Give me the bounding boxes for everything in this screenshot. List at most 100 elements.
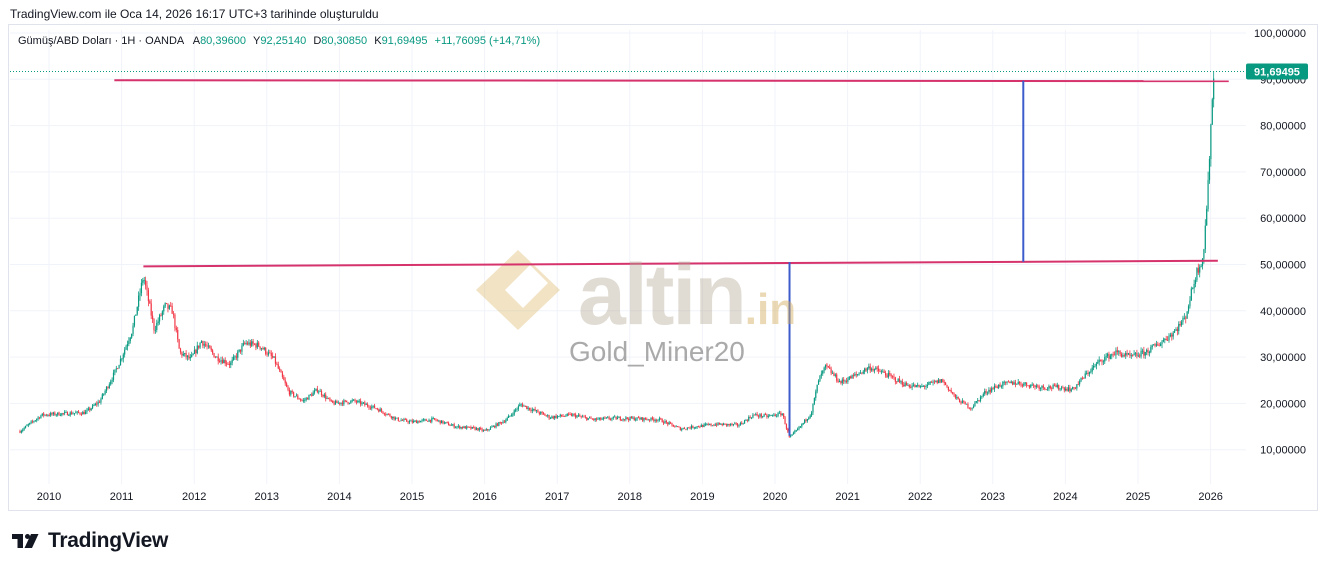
candle-body — [27, 424, 29, 426]
candle-body — [93, 405, 95, 407]
tradingview-logo[interactable]: TradingView — [12, 529, 168, 553]
candle-body — [718, 422, 721, 425]
candle-body — [865, 368, 867, 371]
candle-body — [716, 424, 718, 426]
candle-body — [143, 280, 145, 282]
candle-body — [884, 372, 887, 376]
candle-body — [616, 417, 619, 420]
candle-body — [466, 426, 468, 429]
candle-body — [784, 417, 786, 425]
candle-body — [1009, 382, 1011, 383]
candle-body — [792, 432, 795, 435]
candle-body — [785, 424, 788, 429]
candle-body — [125, 346, 127, 350]
candle-body — [297, 395, 299, 399]
candle-body — [217, 356, 219, 362]
candle-body — [288, 389, 291, 395]
candle-body — [743, 420, 746, 424]
candle-body — [266, 353, 268, 355]
candle-body — [501, 422, 503, 424]
candle-body — [397, 417, 399, 421]
candle-body — [1055, 385, 1057, 388]
candle-body — [516, 409, 518, 410]
candle-body — [608, 417, 610, 420]
candle-body — [572, 414, 574, 416]
candle-body — [1067, 387, 1070, 391]
x-tick-label: 2014 — [327, 491, 351, 503]
candle-body — [650, 417, 652, 421]
candle-body — [781, 413, 783, 416]
candle-body — [582, 416, 584, 418]
candle-body — [413, 420, 415, 423]
candle-body — [421, 419, 423, 421]
candle-body — [1079, 381, 1081, 385]
candle-body — [189, 356, 191, 359]
y-tick-label: 70,00000 — [1260, 167, 1306, 179]
candle-body — [55, 414, 57, 416]
candle-body — [559, 414, 561, 417]
candle-body — [972, 406, 975, 408]
candle-body — [1105, 356, 1107, 358]
candle-body — [797, 429, 799, 431]
candle-body — [753, 414, 755, 416]
horizontal-trend-line[interactable] — [143, 259, 1218, 268]
candle-body — [619, 417, 621, 420]
candle-body — [1200, 265, 1202, 267]
candle-body — [711, 425, 714, 427]
candle-body — [287, 386, 289, 390]
candle-body — [410, 420, 412, 422]
candle-body — [554, 415, 556, 419]
candle-body — [346, 400, 348, 403]
candle-body — [379, 409, 381, 412]
candle-body — [931, 382, 933, 383]
candle-body — [868, 366, 870, 369]
symbol-name[interactable]: Gümüş/ABD Doları · 1H · OANDA — [18, 35, 184, 47]
candle-body — [165, 302, 168, 304]
x-tick-label: 2020 — [763, 491, 787, 503]
candle-body — [1090, 371, 1092, 373]
candle-body — [933, 381, 936, 383]
candle-body — [662, 422, 665, 424]
horizontal-trend-line[interactable] — [114, 79, 1229, 83]
candle-body — [445, 422, 447, 424]
candle-body — [364, 402, 366, 405]
candle-body — [730, 423, 732, 425]
candle-body — [496, 423, 499, 426]
candle-body — [66, 411, 69, 416]
candle-body — [787, 428, 789, 432]
candle-body — [960, 402, 962, 404]
candle-body — [1144, 351, 1146, 356]
candle-body — [669, 422, 672, 424]
high-value: 92,25140 — [260, 35, 307, 47]
candle-body — [682, 428, 684, 430]
candle-body — [41, 413, 43, 416]
candle-body — [725, 423, 728, 426]
candle-body — [1189, 300, 1191, 307]
candle-body — [309, 394, 311, 396]
candle-body — [703, 424, 705, 427]
candle-body — [873, 369, 876, 371]
candle-body — [96, 403, 98, 405]
candle-body — [1178, 324, 1180, 332]
candle-body — [468, 426, 471, 428]
candle-body — [386, 413, 388, 415]
candle-body — [267, 352, 270, 355]
close-label: K — [374, 35, 382, 47]
candle-body — [812, 403, 814, 413]
candle-body — [142, 280, 144, 283]
candle-body — [632, 417, 634, 419]
candle-body — [463, 426, 465, 429]
candle-body — [985, 391, 987, 393]
candle-body — [935, 380, 937, 382]
candle-body — [340, 402, 342, 404]
candle-body — [355, 401, 358, 403]
candle-body — [353, 399, 355, 401]
candle-body — [29, 422, 31, 425]
candle-body — [1087, 372, 1089, 375]
candle-body — [454, 427, 457, 429]
candle-body — [238, 349, 240, 352]
candle-body — [1193, 283, 1195, 289]
candle-body — [256, 342, 258, 348]
candle-body — [65, 411, 67, 413]
